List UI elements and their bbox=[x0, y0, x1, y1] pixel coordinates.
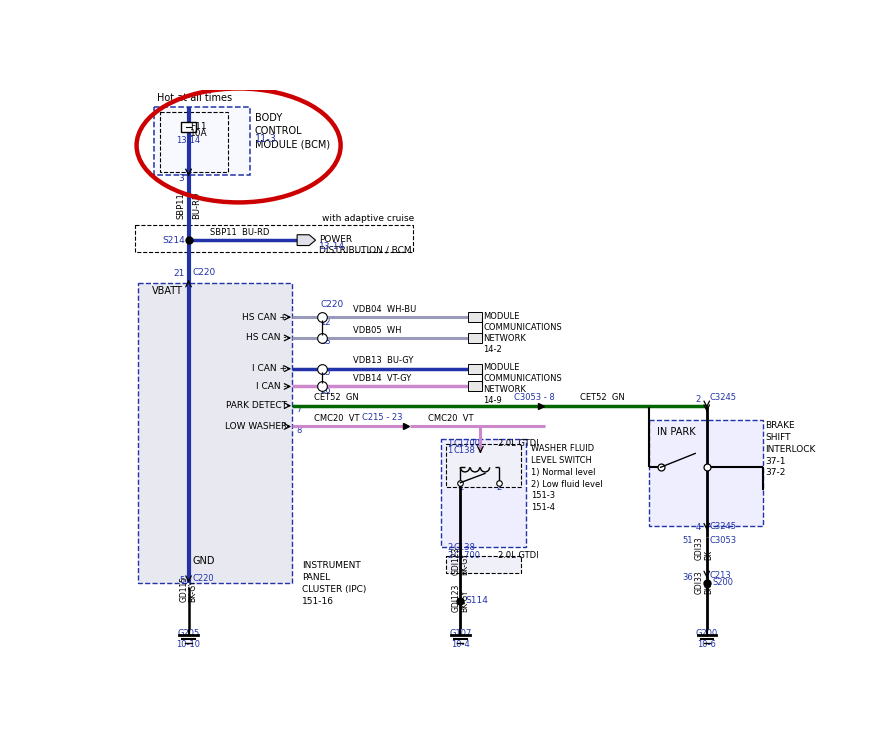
Text: C1700: C1700 bbox=[454, 439, 480, 448]
Text: BRAKE
SHIFT
INTERLOCK
37-1
37-2: BRAKE SHIFT INTERLOCK 37-1 37-2 bbox=[765, 421, 815, 477]
Text: CET52  GN: CET52 GN bbox=[314, 393, 359, 402]
Text: LOW WASHER: LOW WASHER bbox=[225, 422, 288, 431]
Text: CMC20  VT: CMC20 VT bbox=[314, 414, 360, 423]
Text: G200
10-6: G200 10-6 bbox=[696, 629, 718, 649]
Text: MODULE
COMMUNICATIONS
NETWORK
14-9: MODULE COMMUNICATIONS NETWORK 14-9 bbox=[483, 362, 563, 405]
Text: GND: GND bbox=[193, 556, 215, 566]
Text: GDI123: GDI123 bbox=[451, 547, 460, 575]
Text: C1700: C1700 bbox=[454, 551, 480, 560]
Text: C3245: C3245 bbox=[709, 393, 736, 402]
Text: 12: 12 bbox=[321, 318, 330, 327]
Text: 3: 3 bbox=[179, 174, 184, 183]
Text: C220: C220 bbox=[192, 268, 215, 277]
Text: 13-14: 13-14 bbox=[177, 136, 201, 146]
Text: BODY
CONTROL
MODULE (BCM): BODY CONTROL MODULE (BCM) bbox=[255, 113, 330, 149]
Text: 2: 2 bbox=[447, 544, 453, 553]
Bar bbox=[468, 333, 482, 343]
Bar bbox=[468, 364, 482, 374]
Text: VDB04  WH-BU: VDB04 WH-BU bbox=[353, 304, 416, 313]
FancyBboxPatch shape bbox=[441, 439, 526, 547]
Text: POWER
DISTRIBUTION / BCM: POWER DISTRIBUTION / BCM bbox=[320, 235, 412, 255]
Text: 2: 2 bbox=[497, 484, 502, 493]
Text: MODULE
COMMUNICATIONS
NETWORK
14-2: MODULE COMMUNICATIONS NETWORK 14-2 bbox=[483, 312, 563, 354]
Text: C138: C138 bbox=[454, 544, 475, 553]
Text: C213: C213 bbox=[709, 572, 730, 580]
Text: BK-GY: BK-GY bbox=[188, 580, 196, 602]
Text: GDI33: GDI33 bbox=[695, 536, 704, 560]
Text: HS CAN +: HS CAN + bbox=[242, 313, 288, 322]
Text: 8: 8 bbox=[296, 426, 302, 435]
Text: BK-GY: BK-GY bbox=[461, 590, 470, 612]
Text: 26: 26 bbox=[321, 386, 330, 394]
Text: BK: BK bbox=[705, 550, 714, 560]
Text: VDB14  VT-GY: VDB14 VT-GY bbox=[353, 374, 411, 383]
Text: 1: 1 bbox=[447, 439, 453, 448]
Text: INSTRUMENT
PANEL
CLUSTER (IPC)
151-16: INSTRUMENT PANEL CLUSTER (IPC) 151-16 bbox=[302, 561, 366, 606]
Text: I CAN -: I CAN - bbox=[256, 382, 288, 391]
Text: S200: S200 bbox=[713, 578, 734, 587]
Text: 11-3: 11-3 bbox=[255, 134, 277, 144]
Text: BK: BK bbox=[705, 584, 714, 594]
Text: BU-RD: BU-RD bbox=[192, 192, 202, 219]
Text: 7: 7 bbox=[296, 405, 302, 414]
Text: SBP11: SBP11 bbox=[177, 192, 186, 219]
Text: 1: 1 bbox=[458, 484, 463, 493]
Text: BK-GY: BK-GY bbox=[461, 553, 470, 575]
Text: 2: 2 bbox=[447, 551, 453, 560]
Text: C220: C220 bbox=[321, 300, 344, 309]
Text: C3053: C3053 bbox=[709, 536, 736, 544]
FancyBboxPatch shape bbox=[160, 112, 228, 172]
Text: C138: C138 bbox=[454, 446, 475, 454]
Text: S214: S214 bbox=[162, 236, 185, 244]
Text: GDI33: GDI33 bbox=[695, 571, 704, 594]
Text: 21: 21 bbox=[173, 269, 185, 278]
FancyBboxPatch shape bbox=[446, 556, 522, 573]
Text: C220: C220 bbox=[192, 574, 214, 584]
Text: PARK DETECT: PARK DETECT bbox=[226, 401, 288, 410]
Text: with adaptive cruise: with adaptive cruise bbox=[321, 214, 414, 223]
Text: C3245: C3245 bbox=[709, 522, 736, 531]
FancyBboxPatch shape bbox=[138, 283, 293, 583]
Text: WASHER FLUID
LEVEL SWITCH
1) Normal level
2) Low fluid level
151-3
151-4: WASHER FLUID LEVEL SWITCH 1) Normal leve… bbox=[531, 444, 603, 512]
Text: 2.0L GTDI: 2.0L GTDI bbox=[498, 551, 538, 560]
Text: 4: 4 bbox=[696, 524, 701, 532]
Text: CET52  GN: CET52 GN bbox=[580, 393, 624, 402]
Text: GD115: GD115 bbox=[179, 576, 188, 602]
Text: 13-14: 13-14 bbox=[320, 242, 346, 251]
Text: VBATT: VBATT bbox=[153, 286, 183, 296]
Text: HS CAN -: HS CAN - bbox=[246, 334, 288, 343]
Text: C3053 - 8: C3053 - 8 bbox=[514, 393, 555, 402]
Text: IN PARK: IN PARK bbox=[656, 427, 696, 437]
Text: 5: 5 bbox=[179, 576, 185, 585]
FancyBboxPatch shape bbox=[154, 107, 250, 175]
Text: Hot at all times: Hot at all times bbox=[157, 93, 232, 103]
Text: F11: F11 bbox=[190, 122, 206, 131]
Text: S114: S114 bbox=[465, 596, 488, 605]
Bar bbox=[468, 312, 482, 322]
Text: SBP11  BU-RD: SBP11 BU-RD bbox=[210, 228, 269, 237]
Polygon shape bbox=[297, 235, 315, 245]
Text: VDB13  BU-GY: VDB13 BU-GY bbox=[353, 356, 413, 364]
Text: CMC20  VT: CMC20 VT bbox=[428, 414, 473, 423]
Text: I CAN +: I CAN + bbox=[252, 364, 288, 374]
Bar bbox=[468, 382, 482, 392]
Text: C215 - 23: C215 - 23 bbox=[362, 413, 402, 422]
FancyBboxPatch shape bbox=[649, 419, 763, 526]
Text: 10A: 10A bbox=[190, 128, 208, 137]
Text: VDB05  WH: VDB05 WH bbox=[353, 326, 401, 335]
Text: 25: 25 bbox=[321, 368, 330, 377]
FancyBboxPatch shape bbox=[446, 444, 522, 487]
Text: 51: 51 bbox=[682, 536, 693, 544]
Text: 2.0L GTDI: 2.0L GTDI bbox=[498, 439, 538, 448]
Text: GDI123: GDI123 bbox=[451, 584, 460, 612]
Text: G205
10-10: G205 10-10 bbox=[177, 629, 201, 649]
Text: 36: 36 bbox=[682, 573, 693, 582]
Bar bbox=[181, 122, 196, 132]
Text: G107
10-4: G107 10-4 bbox=[449, 629, 472, 649]
Text: 1: 1 bbox=[447, 446, 453, 454]
Text: 2: 2 bbox=[696, 394, 701, 404]
Text: 13: 13 bbox=[321, 337, 330, 346]
